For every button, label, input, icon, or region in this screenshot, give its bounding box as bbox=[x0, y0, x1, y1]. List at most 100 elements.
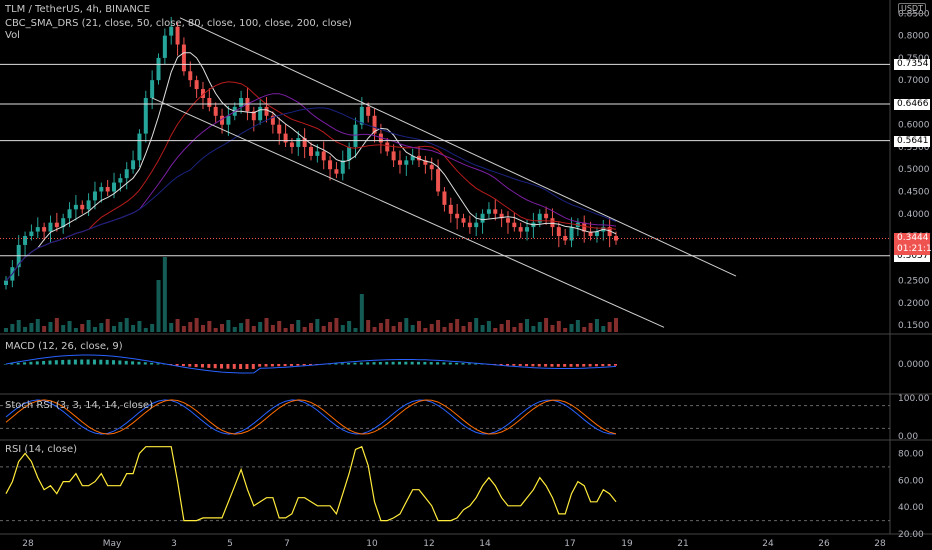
macd-histogram-bar bbox=[429, 362, 433, 365]
candle-body bbox=[258, 106, 263, 121]
volume-bar bbox=[302, 327, 307, 332]
currency-badge[interactable]: USDT bbox=[898, 3, 926, 14]
macd-histogram-bar bbox=[118, 360, 122, 365]
candle-body bbox=[525, 227, 530, 232]
macd-histogram-bar bbox=[207, 364, 211, 368]
level-label: 0.7354 bbox=[894, 59, 930, 71]
candle-body bbox=[4, 280, 8, 286]
macd-histogram-bar bbox=[194, 364, 198, 368]
volume-bar bbox=[86, 320, 91, 332]
countdown-label: 01:21:11 bbox=[894, 243, 932, 255]
candle-body bbox=[499, 213, 504, 219]
macd-histogram-bar bbox=[80, 359, 84, 365]
macd-tick-label: 0.0000 bbox=[898, 360, 930, 370]
volume-bar bbox=[143, 328, 148, 332]
macd-histogram-bar bbox=[582, 364, 586, 367]
volume-bar bbox=[569, 324, 574, 332]
sma50-line bbox=[5, 81, 617, 281]
macd-histogram-bar bbox=[4, 364, 7, 365]
volume-bar bbox=[423, 328, 428, 332]
candle-body bbox=[124, 169, 129, 179]
volume-bar bbox=[296, 320, 301, 332]
sma80-line bbox=[5, 93, 617, 281]
volume-label: Vol bbox=[5, 30, 20, 41]
candle-body bbox=[181, 44, 186, 72]
candle-body bbox=[512, 222, 517, 228]
price-tick-label: 0.4000 bbox=[898, 210, 930, 220]
volume-bar bbox=[150, 324, 155, 332]
volume-bar bbox=[232, 327, 237, 332]
macd-histogram-bar bbox=[442, 362, 446, 365]
volume-bar bbox=[537, 322, 542, 332]
volume-bar bbox=[73, 328, 78, 332]
candle-body bbox=[143, 97, 148, 134]
candle-body bbox=[461, 218, 466, 223]
macd-histogram-bar bbox=[328, 363, 332, 365]
candle-body bbox=[448, 204, 453, 214]
macd-histogram-bar bbox=[607, 364, 611, 366]
volume-bar bbox=[42, 326, 47, 332]
volume-bar bbox=[156, 280, 161, 332]
volume-bar bbox=[429, 324, 434, 332]
candle-body bbox=[239, 97, 244, 107]
stoch-k-line bbox=[5, 399, 616, 435]
candle-body bbox=[429, 164, 434, 170]
candle-body bbox=[92, 191, 97, 201]
volume-bar bbox=[207, 321, 212, 332]
macd-histogram-bar bbox=[404, 361, 408, 365]
chart-title: TLM / TetherUS, 4h, BINANCE bbox=[5, 4, 151, 15]
macd-histogram-bar bbox=[594, 364, 598, 367]
macd-histogram-bar bbox=[614, 364, 617, 366]
price-tick-label: 0.5500 bbox=[898, 143, 930, 153]
macd-histogram-bar bbox=[518, 364, 522, 366]
macd-histogram-bar bbox=[99, 359, 103, 365]
price-tick-label: 0.7000 bbox=[898, 76, 930, 86]
candle-body bbox=[194, 80, 199, 90]
candle-body bbox=[289, 142, 294, 147]
time-axis-label: May bbox=[103, 539, 122, 549]
level-label: 0.6466 bbox=[894, 98, 930, 110]
time-axis-label: 3 bbox=[171, 539, 177, 549]
volume-bar bbox=[29, 323, 34, 332]
candle-body bbox=[518, 227, 523, 232]
volume-bar bbox=[531, 326, 536, 332]
volume-bar bbox=[48, 322, 53, 332]
volume-bar bbox=[385, 319, 390, 332]
candle-body bbox=[86, 200, 91, 210]
rsi-tick-label: 20.00 bbox=[898, 530, 924, 540]
volume-bar bbox=[486, 321, 491, 332]
macd-histogram-bar bbox=[200, 364, 204, 368]
time-axis-label: 21 bbox=[677, 539, 688, 549]
macd-histogram-bar bbox=[220, 364, 224, 369]
candle-body bbox=[423, 160, 428, 165]
volume-bar bbox=[131, 325, 136, 332]
candle-body bbox=[35, 227, 40, 232]
candle-body bbox=[353, 124, 358, 147]
time-axis-label: 17 bbox=[564, 539, 575, 549]
candle-body bbox=[556, 227, 561, 237]
price-tick-label: 0.6000 bbox=[898, 121, 930, 131]
candle-body bbox=[582, 222, 587, 232]
macd-histogram-bar bbox=[131, 361, 135, 365]
macd-histogram-bar bbox=[245, 364, 249, 369]
macd-histogram-bar bbox=[601, 364, 605, 367]
macd-histogram-bar bbox=[296, 364, 300, 366]
macd-histogram-bar bbox=[366, 362, 370, 365]
macd-histogram-bar bbox=[188, 364, 192, 367]
candle-body bbox=[334, 169, 339, 174]
volume-bar bbox=[575, 320, 580, 332]
volume-bar bbox=[194, 318, 199, 332]
price-tick-label: 0.2500 bbox=[898, 277, 930, 287]
volume-bar bbox=[321, 326, 326, 332]
candle-body bbox=[588, 231, 593, 237]
candle-body bbox=[436, 169, 441, 192]
candle-body bbox=[99, 187, 104, 192]
time-axis-label: 19 bbox=[621, 539, 633, 549]
volume-bar bbox=[137, 321, 142, 332]
candle-body bbox=[359, 106, 364, 125]
candle-body bbox=[296, 138, 301, 147]
volume-bar bbox=[442, 327, 447, 332]
macd-histogram-bar bbox=[54, 360, 58, 365]
candle-body bbox=[302, 138, 307, 147]
